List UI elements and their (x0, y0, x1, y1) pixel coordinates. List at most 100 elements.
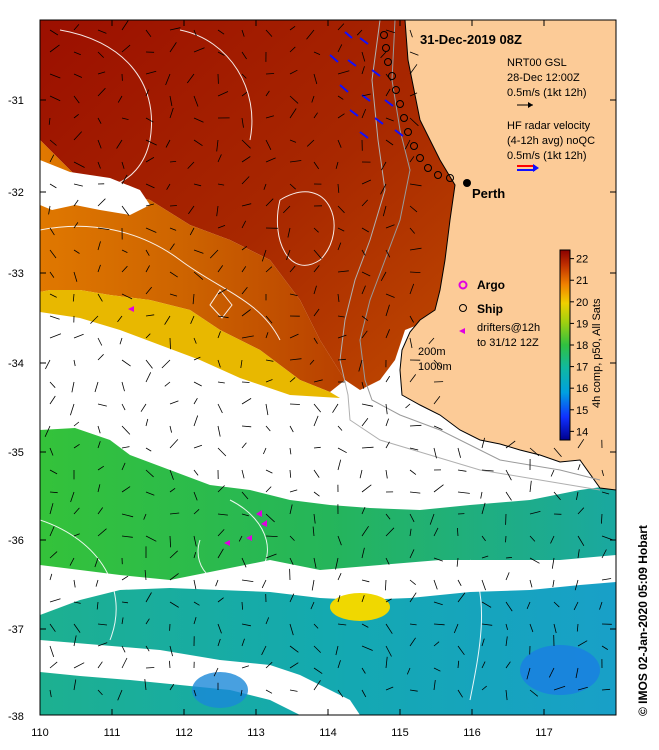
gsl-vector (169, 400, 179, 405)
gsl-vector (337, 315, 345, 318)
x-tick-label: 111 (104, 727, 121, 739)
gsl-vector (529, 579, 533, 588)
hf-legend: HF radar velocity (4-12h avg) noQC 0.5m/… (507, 120, 595, 172)
gsl-vector (241, 73, 247, 79)
gsl-vector (241, 309, 251, 317)
gsl-vector (577, 640, 588, 647)
gsl-vector (289, 689, 298, 692)
gsl-vector (573, 601, 579, 611)
gsl-vector (215, 579, 219, 587)
gsl-vector (601, 578, 612, 581)
gsl-vector (601, 535, 613, 541)
gsl-vector (73, 183, 83, 187)
gsl-vector (286, 249, 291, 261)
gsl-vector (312, 526, 315, 537)
gsl-vector (49, 661, 58, 669)
gsl-vector (289, 469, 292, 478)
gsl-vector (553, 491, 561, 501)
gsl-vector (72, 293, 75, 302)
gsl-vector (49, 183, 57, 189)
gsl-vector (97, 161, 101, 169)
gsl-vector (49, 271, 55, 278)
gsl-vector (241, 139, 251, 149)
gsl-vector (505, 623, 508, 631)
gsl-vector (361, 484, 372, 493)
gsl-vector (164, 315, 171, 325)
gsl-vector (551, 557, 555, 569)
gsl-vector (121, 249, 128, 253)
sst-blue-patch-west (192, 672, 248, 708)
gsl-vector (337, 113, 345, 119)
gsl-vector (265, 379, 273, 383)
gsl-vector (433, 484, 444, 493)
gsl-vector (145, 359, 153, 369)
gsl-vector (169, 95, 173, 107)
gsl-vector (361, 418, 369, 427)
gsl-vector (337, 447, 347, 454)
gsl-vector (145, 227, 157, 233)
gsl-vector (97, 642, 108, 647)
gsl-vector (337, 334, 347, 339)
gsl-vector (529, 557, 540, 564)
gsl-vector (526, 667, 531, 680)
gsl-vector (217, 183, 225, 186)
gsl-vector (121, 174, 128, 185)
gsl-vector (145, 139, 157, 146)
gsl-vector (529, 480, 532, 493)
gsl-vector (289, 645, 299, 653)
gsl-vector (361, 525, 369, 537)
gsl-vector (289, 403, 300, 405)
gsl-vector (48, 117, 51, 125)
gsl-vector (145, 89, 149, 97)
gsl-vector (121, 425, 131, 435)
gsl-vector (337, 44, 343, 53)
gsl-vector (385, 375, 391, 383)
gsl-vector (241, 335, 254, 339)
credit-text: © IMOS 02-Jan-2020 05:09 Hobart (636, 525, 650, 716)
gsl-vector (69, 557, 75, 566)
gsl-vector (193, 509, 200, 515)
gsl-vector (49, 381, 56, 388)
gsl-vector (289, 25, 296, 31)
gsl-vector (433, 680, 436, 691)
gsl-vector (505, 661, 511, 669)
cloud-patch-west (40, 160, 150, 215)
drifter-symbol (459, 328, 465, 334)
gsl-vector (337, 425, 343, 431)
gsl-vector (49, 503, 54, 515)
hf-legend-title: HF radar velocity (507, 120, 591, 132)
gsl-vector (241, 51, 247, 60)
gsl-vector (433, 601, 443, 606)
gsl-vector (599, 601, 603, 610)
gsl-vector (265, 29, 273, 37)
gsl-vector (409, 491, 421, 494)
gsl-vector (505, 491, 512, 501)
gsl-vector (94, 557, 99, 568)
gsl-vector (73, 443, 80, 449)
gsl-vector (385, 441, 390, 449)
gsl-vector (361, 506, 366, 515)
gsl-vector (265, 157, 276, 163)
gsl-vector (145, 203, 154, 207)
isobath-legend: 200m 1000m (418, 346, 452, 373)
gsl-vector (97, 139, 102, 149)
gsl-vector (601, 491, 610, 495)
gsl-vector (241, 203, 252, 207)
gsl-vector (49, 315, 60, 320)
gsl-vector (145, 29, 152, 38)
gsl-vector (457, 689, 463, 698)
gsl-vector (313, 446, 321, 449)
gsl-vector (143, 513, 147, 520)
gsl-vector (429, 513, 435, 525)
gsl-vector (217, 265, 224, 273)
gsl-vector (193, 381, 202, 387)
gsl-vector (385, 88, 391, 97)
gsl-vector (217, 29, 225, 35)
map-title: 31-Dec-2019 08Z (420, 32, 522, 47)
gsl-vector (193, 579, 197, 590)
gsl-vector (337, 139, 342, 148)
gsl-vector (241, 398, 252, 405)
gsl-vector (49, 447, 54, 456)
gsl-vector (289, 557, 294, 565)
gsl-vector (193, 415, 199, 427)
